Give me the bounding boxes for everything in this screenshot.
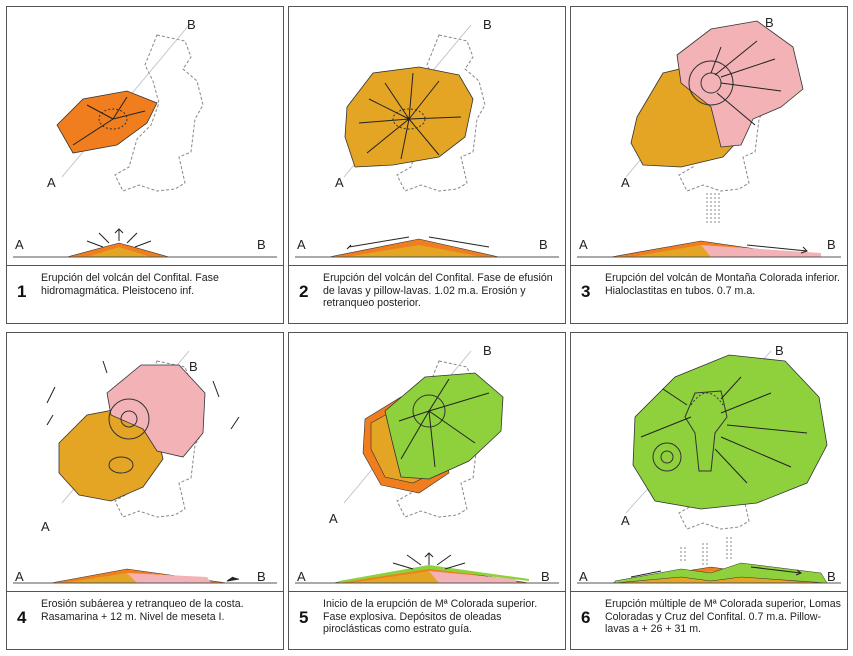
label-b-map: B (483, 17, 492, 32)
panel-1-caption: 1 Erupción del volcán del Confital. Fase… (7, 265, 283, 323)
label-b-map: B (187, 17, 196, 32)
panel-5-diagram: A B A B (295, 343, 559, 584)
eroded-confital (58, 406, 164, 502)
flow-arrow (86, 104, 114, 120)
flow-arrow (72, 118, 114, 146)
vent-core (120, 410, 138, 428)
flow-arrows (640, 376, 808, 484)
pyroclastic-surge-deposit (384, 372, 504, 480)
panel-3-number: 3 (581, 282, 591, 301)
montana-colorada-inferior (676, 20, 804, 148)
label-b-section: B (257, 237, 266, 252)
panel-4-diagram: A B A B (13, 350, 277, 584)
vent-ring (412, 394, 446, 428)
section-surge-layer (339, 565, 529, 583)
flow-direction-arrows (346, 236, 490, 250)
label-b-section: B (541, 569, 550, 584)
panel-3-diagram: A B A B (577, 15, 841, 258)
coastline-outline (114, 34, 204, 192)
label-a-section: A (15, 569, 24, 584)
explosion-arrows (86, 228, 152, 248)
multiple-eruption-lava-field (632, 354, 828, 510)
section-hyaloclastite (429, 571, 517, 583)
erosion-arrows (46, 360, 240, 430)
label-a-map: A (621, 175, 630, 190)
label-a-map: A (47, 175, 56, 190)
crater (98, 108, 128, 130)
panel-6-number: 6 (581, 608, 591, 627)
panel-1-number: 1 (17, 282, 27, 301)
vent-ring (108, 398, 150, 440)
confital-crater (108, 456, 134, 474)
panel-2-caption: 2 Erupción del volcán del Confital. Fase… (289, 265, 565, 323)
panel-5: A B A B 5 Inicio de la erupción de Mª Co… (288, 332, 566, 650)
panel-6-text: Erupción múltiple de Mª Colorada superio… (605, 598, 841, 636)
panel-2-text: Erupción del volcán del Confital. Fase d… (323, 272, 553, 310)
label-a-map: A (41, 519, 50, 534)
flow-arrows (710, 40, 782, 126)
panel-1-diagram: A B A B (13, 17, 277, 258)
panel-3-text: Erupción del volcán de Montaña Colorada … (605, 272, 840, 297)
section-flow-arrows (630, 566, 803, 578)
flow-arrows (398, 378, 490, 468)
label-a-map: A (335, 175, 344, 190)
panel-6-caption: 6 Erupción múltiple de Mª Colorada super… (571, 591, 847, 649)
explosion-arrows (392, 552, 466, 570)
panel-6: A B A B 6 Erupción múltiple de Mª Colora… (570, 332, 848, 650)
lomas-coloradas-vent-core (660, 450, 674, 464)
panel-4-caption: 4 Erosión subáerea y retranqueo de la co… (7, 591, 283, 649)
vent-feeder-lines (680, 537, 732, 565)
label-b-map: B (189, 359, 198, 374)
hyaloclastite-tubes (706, 193, 720, 223)
label-b-section: B (257, 569, 266, 584)
panel-5-number: 5 (299, 608, 309, 627)
panel-2-number: 2 (299, 282, 309, 301)
label-b-section: B (539, 237, 548, 252)
label-a-section: A (297, 237, 306, 252)
panel-5-caption: 5 Inicio de la erupción de Mª Colorada s… (289, 591, 565, 649)
crater (392, 108, 426, 130)
panel-2-diagram: A B A B (295, 17, 559, 258)
flow-arrow (112, 110, 146, 120)
label-a-map: A (329, 511, 338, 526)
section-lava (345, 245, 483, 257)
panel-3: A B A B 3 Erupción del volcán de Montaña… (570, 6, 848, 324)
label-a-section: A (297, 569, 306, 584)
label-b-map: B (775, 343, 784, 358)
flow-arrows (358, 72, 462, 160)
label-a-section: A (15, 237, 24, 252)
panel-4-text: Erosión subáerea y retranqueo de la cost… (41, 598, 244, 623)
section-hyaloclastite (701, 245, 821, 257)
panel-1-text: Erupción del volcán del Confital. Fase h… (41, 272, 219, 297)
label-a-map: A (621, 513, 630, 528)
cone-rim (690, 392, 724, 406)
section-profile-top (87, 247, 151, 257)
panel-1: A B A B 1 Erupción del volcán del Confit… (6, 6, 284, 324)
panel-4-number: 4 (17, 608, 27, 627)
eroded-montana-colorada (106, 364, 206, 458)
label-b-map: B (483, 343, 492, 358)
vent-ring (688, 60, 734, 106)
flow-direction-arrow (746, 244, 808, 254)
panel-5-text: Inicio de la erupción de Mª Colorada sup… (323, 598, 538, 636)
section-hyaloclastite (127, 573, 211, 583)
flow-arrow (112, 96, 128, 120)
panel-4: A B A B 4 Erosión subáerea y retranqueo … (6, 332, 284, 650)
label-a-section: A (579, 569, 588, 584)
confital-volcano (56, 90, 158, 154)
label-b-section: B (827, 569, 836, 584)
panel-2: A B A B 2 Erupción del volcán del Confit… (288, 6, 566, 324)
label-b-map: B (765, 15, 774, 30)
label-b-section: B (827, 237, 836, 252)
label-a-section: A (579, 237, 588, 252)
wave-erosion-arrow (226, 576, 240, 582)
cruz-del-confital-cone (684, 390, 728, 472)
panel-3-caption: 3 Erupción del volcán de Montaña Colorad… (571, 265, 847, 323)
lomas-coloradas-vent (652, 442, 682, 472)
panel-6-diagram: A B A B (577, 343, 841, 584)
